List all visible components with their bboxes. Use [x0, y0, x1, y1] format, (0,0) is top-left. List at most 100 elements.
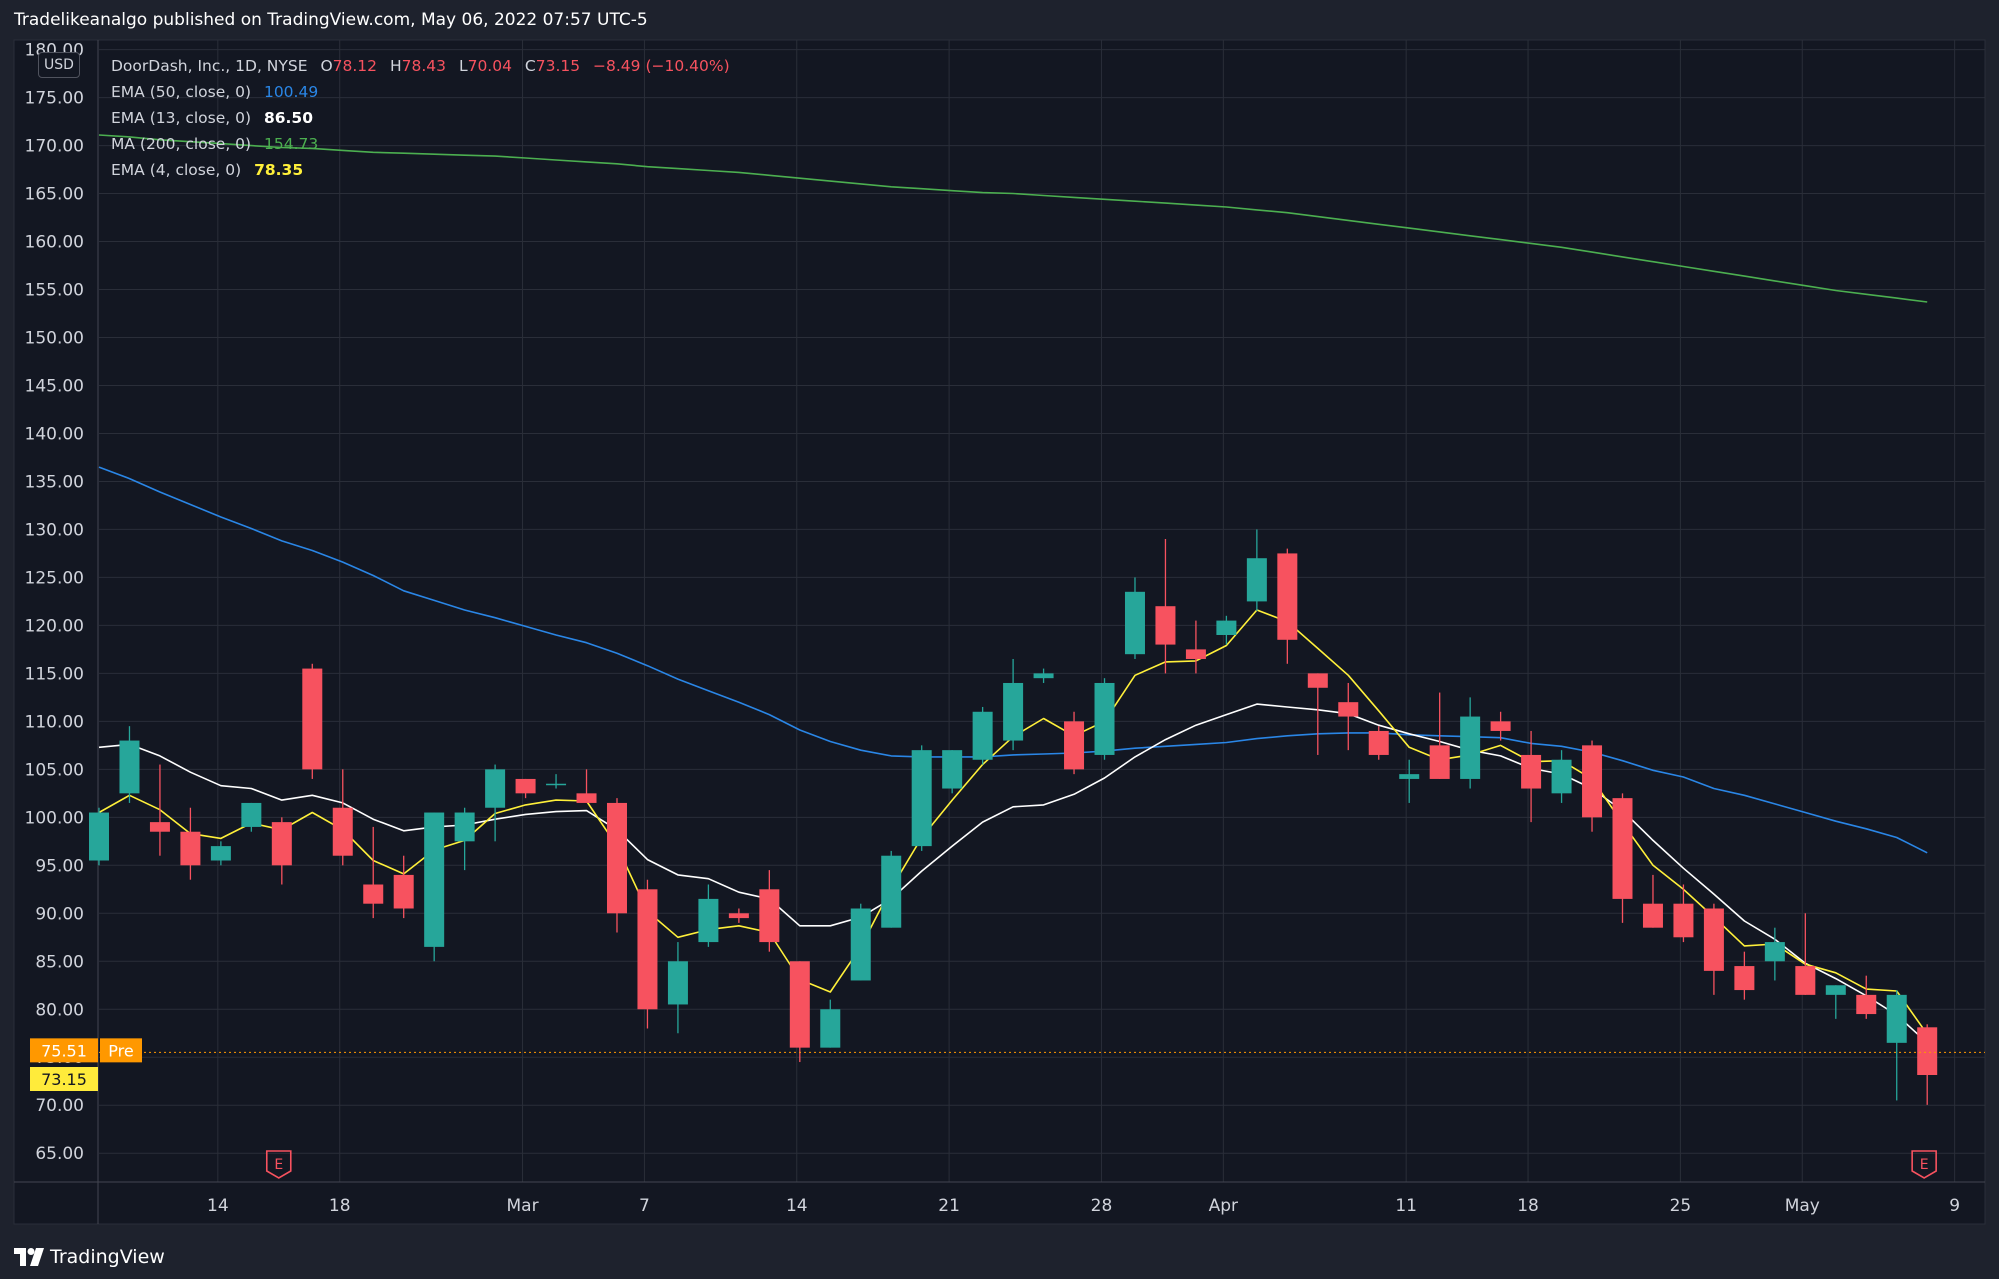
candle-up[interactable]	[1033, 673, 1054, 679]
candle-up[interactable]	[1764, 942, 1785, 962]
candle-down[interactable]	[1795, 966, 1816, 995]
candle-up[interactable]	[1825, 985, 1846, 995]
candle-down[interactable]	[728, 913, 749, 919]
indicator-row-ma200[interactable]: MA (200, close, 0) 154.73	[111, 131, 730, 157]
chart-pane[interactable]	[13, 39, 1986, 1225]
candle-down[interactable]	[180, 831, 201, 866]
tradingview-logo-icon	[14, 1247, 44, 1266]
candle-up[interactable]	[1216, 620, 1237, 635]
candle-up[interactable]	[698, 898, 719, 943]
x-tick-label: May	[1785, 1196, 1820, 1216]
candle-down[interactable]	[789, 961, 810, 1048]
candle-up[interactable]	[881, 855, 902, 928]
candle-up[interactable]	[1003, 682, 1024, 741]
candle-down[interactable]	[1642, 903, 1663, 928]
candle-down[interactable]	[393, 874, 414, 909]
candle-up[interactable]	[119, 740, 140, 794]
candle-down[interactable]	[271, 822, 292, 866]
y-tick-label: 95.00	[35, 856, 84, 876]
candle-up[interactable]	[89, 812, 109, 861]
candle-down[interactable]	[759, 889, 780, 943]
candle-up[interactable]	[667, 961, 688, 1005]
candle-down[interactable]	[1521, 754, 1542, 789]
candle-down[interactable]	[1064, 721, 1085, 770]
symbol-label[interactable]: DoorDash, Inc., 1D, NYSE	[111, 57, 308, 75]
candle-down[interactable]	[1307, 673, 1328, 688]
candle-up[interactable]	[1246, 558, 1267, 602]
candle-down[interactable]	[637, 889, 658, 1010]
candle-up[interactable]	[820, 1009, 841, 1048]
candle-up[interactable]	[424, 812, 445, 947]
x-tick-label: 21	[938, 1196, 960, 1216]
candle-up[interactable]	[942, 750, 963, 789]
currency-button[interactable]: USD	[38, 52, 80, 78]
candle-up[interactable]	[1399, 774, 1420, 779]
x-tick-label: 9	[1949, 1196, 1960, 1216]
candle-down[interactable]	[1429, 745, 1450, 779]
candle-up[interactable]	[546, 783, 567, 786]
candle-up[interactable]	[210, 846, 231, 861]
indicator-value: 78.35	[254, 161, 304, 179]
candle-down[interactable]	[1734, 966, 1755, 991]
candle-down[interactable]	[1856, 994, 1877, 1015]
tradingview-logo[interactable]: TradingView	[14, 1246, 165, 1268]
x-tick-label: 18	[1517, 1196, 1539, 1216]
earnings-marker-icon[interactable]	[1911, 1150, 1937, 1179]
ohlc-high-value: 78.43	[401, 57, 446, 75]
x-tick-label: 14	[207, 1196, 229, 1216]
y-tick-label: 85.00	[35, 952, 84, 972]
y-tick-label: 140.00	[25, 424, 84, 444]
candle-down[interactable]	[149, 822, 170, 832]
indicator-value: 86.50	[263, 109, 313, 127]
ohlc-high-key: H	[389, 57, 402, 75]
candle-down[interactable]	[1277, 553, 1298, 640]
candle-down[interactable]	[1185, 649, 1206, 659]
candle-down[interactable]	[302, 668, 323, 770]
candle-down[interactable]	[1673, 903, 1694, 938]
ohlc-open-key: O	[320, 57, 333, 75]
candle-down[interactable]	[606, 802, 627, 914]
footer-bar: TradingView	[0, 1234, 1999, 1279]
candle-up[interactable]	[1551, 759, 1572, 794]
candle-down[interactable]	[1338, 702, 1359, 717]
candle-up[interactable]	[1094, 682, 1115, 755]
ohlc-change: −8.49 (−10.40%)	[593, 57, 730, 75]
candle-down[interactable]	[1490, 721, 1511, 731]
earnings-marker-label: E	[274, 1157, 283, 1173]
candle-down[interactable]	[363, 884, 384, 904]
candle-up[interactable]	[241, 802, 262, 827]
candle-up[interactable]	[1460, 716, 1481, 779]
ohlc-open-value: 78.12	[332, 57, 378, 75]
candle-up[interactable]	[1886, 994, 1907, 1043]
candle-up[interactable]	[485, 769, 506, 808]
y-tick-label: 70.00	[35, 1096, 84, 1116]
indicator-label: EMA (50, close, 0)	[111, 83, 252, 101]
candle-down[interactable]	[1582, 745, 1603, 818]
y-tick-label: 135.00	[25, 472, 84, 492]
indicator-value: 154.73	[264, 135, 319, 153]
candle-down[interactable]	[1612, 798, 1633, 899]
candle-up[interactable]	[454, 812, 475, 842]
candle-down[interactable]	[1155, 606, 1176, 645]
candle-up[interactable]	[850, 908, 871, 981]
indicator-line-ma-200	[98, 134, 1928, 303]
pre-market-badge	[30, 1038, 98, 1063]
candle-down[interactable]	[1368, 730, 1389, 755]
candle-down[interactable]	[1703, 908, 1724, 971]
y-tick-label: 65.00	[35, 1144, 84, 1164]
ohlc-close-value: 73.15	[535, 57, 581, 75]
candle-down[interactable]	[1917, 1027, 1938, 1075]
indicator-row-ema50[interactable]: EMA (50, close, 0) 100.49	[111, 79, 730, 105]
y-tick-label: 175.00	[25, 89, 84, 109]
candle-down[interactable]	[332, 807, 353, 856]
x-tick-label: 14	[786, 1196, 808, 1216]
candle-up[interactable]	[972, 711, 993, 760]
indicator-row-ema13[interactable]: EMA (13, close, 0) 86.50	[111, 105, 730, 131]
candle-up[interactable]	[911, 750, 932, 847]
earnings-marker-icon[interactable]	[265, 1150, 292, 1179]
candle-down[interactable]	[576, 793, 597, 803]
indicator-row-ema4[interactable]: EMA (4, close, 0) 78.35	[111, 157, 730, 183]
candle-up[interactable]	[1124, 591, 1145, 655]
candle-down[interactable]	[515, 778, 536, 794]
